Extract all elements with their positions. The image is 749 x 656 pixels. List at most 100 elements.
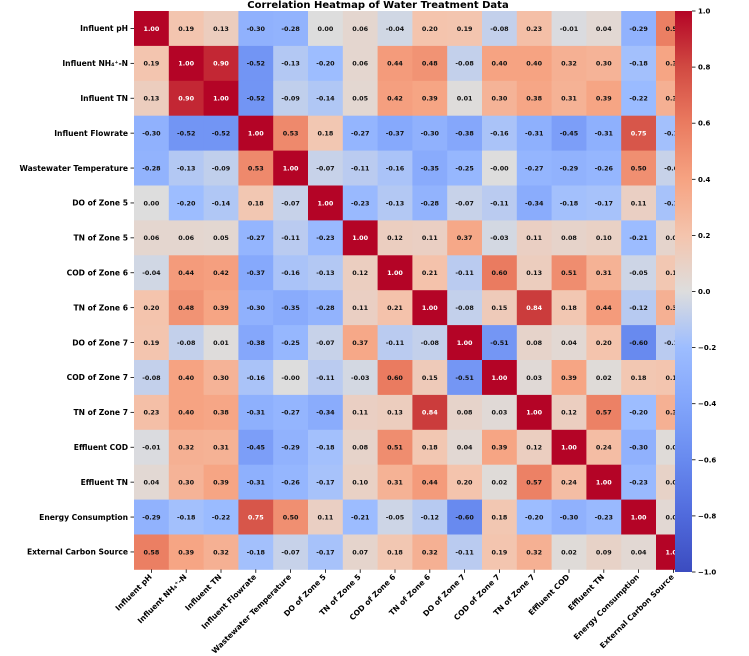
heatmap-cell: [168, 45, 204, 82]
heatmap-cell: [203, 499, 239, 535]
heatmap-cell: [134, 220, 170, 256]
cell-value: -0.07: [316, 339, 334, 347]
cell-value: 0.18: [631, 374, 647, 382]
cell-value: -0.23: [629, 478, 647, 486]
heatmap-cell: [203, 325, 239, 361]
colorbar-gradient: [675, 11, 692, 572]
cell-value: 0.02: [596, 374, 612, 382]
heatmap-cell: [482, 80, 518, 117]
cell-value: 1.00: [457, 339, 473, 347]
heatmap-cell: [273, 464, 309, 500]
heatmap-cell: [447, 360, 483, 396]
heatmap-cell: [308, 360, 344, 396]
cell-value: 1.00: [492, 374, 508, 382]
heatmap-cell: [377, 394, 413, 431]
heatmap-cell: [377, 255, 413, 291]
heatmap-cell: [447, 429, 483, 466]
col-label: Energy Consumption: [572, 572, 641, 641]
heatmap-cell: [342, 429, 378, 466]
cell-value: -0.31: [525, 129, 543, 137]
heatmap-cell: [134, 360, 170, 396]
cell-value: 0.19: [144, 339, 160, 347]
col-label: External Carbon Source: [598, 572, 676, 650]
row-label: Effluent TN: [81, 478, 128, 487]
cell-value: 0.38: [213, 409, 229, 417]
cell-value: 0.39: [596, 95, 612, 103]
heatmap-cell: [308, 325, 344, 361]
cell-value: -0.17: [316, 548, 334, 556]
heatmap-cell: [482, 220, 518, 256]
heatmap-cell: [134, 11, 170, 47]
cell-value: -0.08: [455, 304, 474, 312]
cell-value: 0.19: [666, 374, 682, 382]
cell-value: -0.20: [525, 513, 544, 521]
heatmap-cell: [342, 255, 378, 291]
heatmap-cell: [447, 80, 483, 117]
heatmap-cell: [621, 464, 657, 500]
cell-value: -0.07: [281, 548, 299, 556]
cell-value: -0.45: [247, 444, 265, 452]
heatmap-cell: [168, 150, 204, 186]
cell-value: 0.32: [526, 548, 542, 556]
cell-value: 0.50: [631, 164, 647, 172]
cell-value: 0.24: [561, 478, 577, 486]
colorbar-tick-label: −0.6: [698, 456, 716, 464]
heatmap-cell: [238, 325, 274, 361]
cell-value: 0.51: [387, 444, 403, 452]
cell-value: 0.12: [561, 409, 577, 417]
heatmap-cell: [134, 45, 170, 82]
cell-value: 1.00: [283, 164, 299, 172]
heatmap-cell: [203, 80, 239, 117]
heatmap-cell: [482, 360, 518, 396]
heatmap-cell: [203, 290, 239, 326]
cell-value: 0.15: [422, 374, 438, 382]
heatmap-cell: [447, 185, 483, 221]
cell-value: 0.07: [352, 548, 368, 556]
cell-value: 0.13: [387, 409, 403, 417]
heatmap-cell: [168, 360, 204, 396]
cell-value: 0.18: [666, 269, 682, 277]
heatmap-cell: [551, 185, 587, 221]
cell-value: -0.31: [247, 409, 265, 417]
heatmap-cell: [203, 255, 239, 291]
heatmap-cell: [586, 150, 622, 186]
heatmap-cell: [516, 11, 552, 47]
colorbar-tick-label: −0.2: [698, 344, 716, 352]
cell-value: -0.17: [595, 199, 613, 207]
heatmap-cell: [586, 115, 622, 151]
heatmap-cell: [447, 325, 483, 361]
heatmap-cell: [447, 150, 483, 186]
cell-value: 0.05: [352, 95, 368, 103]
cell-value: -0.01: [560, 25, 578, 33]
heatmap-cell: [308, 80, 344, 117]
heatmap-cell: [134, 394, 170, 431]
heatmap-cell: [342, 464, 378, 500]
cell-value: 0.19: [457, 25, 473, 33]
heatmap-cell: [134, 325, 170, 361]
cell-value: 0.11: [526, 234, 542, 242]
heatmap-cell: [377, 115, 413, 151]
heatmap-cell: [516, 45, 552, 82]
cell-value: -0.25: [455, 164, 473, 172]
heatmap-cell: [203, 185, 239, 221]
cell-value: -0.11: [455, 269, 473, 277]
cell-value: -0.22: [629, 95, 647, 103]
heatmap-cell: [134, 534, 170, 570]
cell-value: 0.32: [666, 95, 682, 103]
heatmap-cell: [308, 185, 344, 221]
cell-value: 0.30: [492, 95, 508, 103]
row-label: Influent pH: [80, 24, 128, 33]
cell-value: 0.58: [666, 25, 682, 33]
heatmap-cell: [412, 429, 448, 466]
colorbar-tick-label: 0.2: [698, 232, 711, 240]
cell-value: 1.00: [213, 95, 229, 103]
heatmap-cell: [482, 255, 518, 291]
heatmap-cell: [586, 360, 622, 396]
cell-value: 0.08: [352, 444, 368, 452]
cell-value: -0.22: [212, 513, 230, 521]
heatmap-cell: [377, 45, 413, 82]
heatmap-cell: [168, 255, 204, 291]
heatmap-cell: [342, 290, 378, 326]
heatmap-cell: [621, 290, 657, 326]
